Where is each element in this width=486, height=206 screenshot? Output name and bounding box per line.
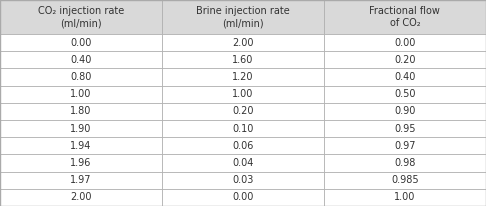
Text: 0.985: 0.985 <box>391 175 418 185</box>
Text: 2.00: 2.00 <box>232 38 254 48</box>
Bar <box>324 120 486 137</box>
Bar <box>162 103 324 120</box>
Bar <box>324 189 486 206</box>
Text: 0.00: 0.00 <box>232 192 253 202</box>
Bar <box>0 154 162 172</box>
Text: 0.97: 0.97 <box>394 141 416 151</box>
Text: 0.04: 0.04 <box>232 158 253 168</box>
Bar <box>324 172 486 189</box>
Bar <box>324 154 486 172</box>
Bar <box>324 137 486 154</box>
Text: 1.94: 1.94 <box>70 141 91 151</box>
Bar <box>0 86 162 103</box>
Bar <box>0 34 162 51</box>
Text: 1.00: 1.00 <box>232 89 253 99</box>
Bar <box>162 120 324 137</box>
Text: CO₂ injection rate
(ml/min): CO₂ injection rate (ml/min) <box>38 6 124 28</box>
Text: 0.50: 0.50 <box>394 89 416 99</box>
Bar <box>324 103 486 120</box>
Bar <box>162 0 324 34</box>
Bar <box>162 51 324 68</box>
Bar <box>0 103 162 120</box>
Text: 0.10: 0.10 <box>232 124 253 134</box>
Text: 0.90: 0.90 <box>394 107 416 116</box>
Bar <box>0 0 162 34</box>
Bar <box>162 86 324 103</box>
Text: Brine injection rate
(ml/min): Brine injection rate (ml/min) <box>196 6 290 28</box>
Bar <box>162 189 324 206</box>
Bar <box>324 86 486 103</box>
Bar <box>162 34 324 51</box>
Bar <box>0 68 162 86</box>
Bar <box>0 120 162 137</box>
Bar <box>162 154 324 172</box>
Bar <box>0 51 162 68</box>
Text: 0.98: 0.98 <box>394 158 416 168</box>
Text: 1.80: 1.80 <box>70 107 91 116</box>
Text: 1.90: 1.90 <box>70 124 91 134</box>
Text: 1.00: 1.00 <box>70 89 91 99</box>
Bar <box>162 172 324 189</box>
Bar <box>324 68 486 86</box>
Text: 0.06: 0.06 <box>232 141 253 151</box>
Bar <box>0 172 162 189</box>
Text: 0.20: 0.20 <box>394 55 416 65</box>
Bar <box>324 51 486 68</box>
Text: 0.00: 0.00 <box>70 38 91 48</box>
Text: 0.03: 0.03 <box>232 175 253 185</box>
Bar <box>324 0 486 34</box>
Bar <box>324 34 486 51</box>
Bar <box>162 137 324 154</box>
Text: 2.00: 2.00 <box>70 192 92 202</box>
Text: 1.96: 1.96 <box>70 158 91 168</box>
Text: Fractional flow
of CO₂: Fractional flow of CO₂ <box>369 6 440 28</box>
Text: 0.80: 0.80 <box>70 72 91 82</box>
Text: 0.95: 0.95 <box>394 124 416 134</box>
Text: 0.00: 0.00 <box>394 38 416 48</box>
Text: 0.20: 0.20 <box>232 107 254 116</box>
Bar <box>0 189 162 206</box>
Bar <box>0 137 162 154</box>
Text: 1.60: 1.60 <box>232 55 253 65</box>
Bar <box>162 68 324 86</box>
Text: 1.20: 1.20 <box>232 72 254 82</box>
Text: 0.40: 0.40 <box>70 55 91 65</box>
Text: 0.40: 0.40 <box>394 72 416 82</box>
Text: 1.97: 1.97 <box>70 175 92 185</box>
Text: 1.00: 1.00 <box>394 192 416 202</box>
